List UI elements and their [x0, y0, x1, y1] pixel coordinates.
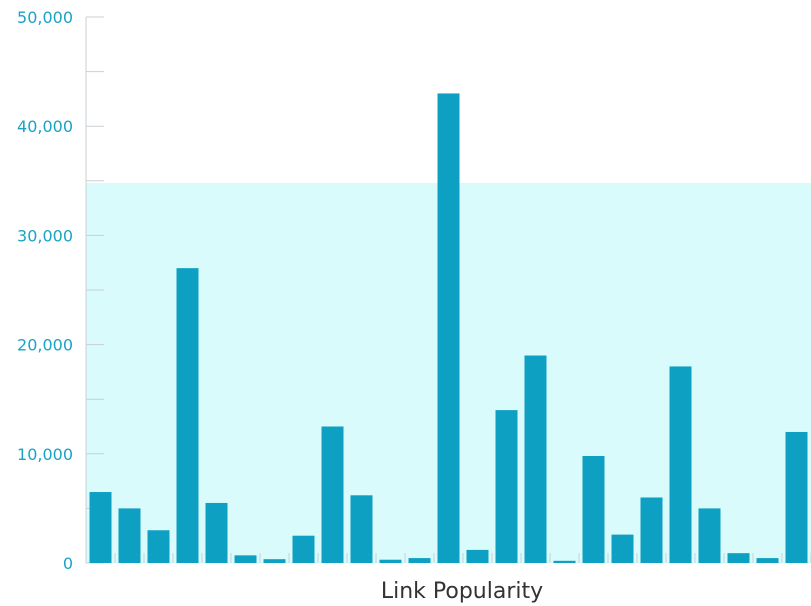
y-tick-label: 40,000: [17, 117, 73, 136]
bars: [89, 93, 808, 563]
bar: [495, 410, 518, 563]
y-tick-label: 0: [63, 554, 73, 573]
bar: [89, 492, 112, 563]
x-ticks: [114, 553, 811, 563]
bar: [437, 93, 460, 563]
bar: [698, 508, 721, 563]
x-axis-title: Link Popularity: [381, 579, 543, 604]
y-tick-label: 10,000: [17, 445, 73, 464]
bar: [727, 553, 750, 563]
bar: [640, 497, 663, 563]
y-tick-label: 30,000: [17, 226, 73, 245]
bar: [785, 431, 808, 563]
bar: [611, 534, 634, 563]
bar: [118, 508, 141, 563]
bar: [147, 530, 170, 563]
y-tick-label: 50,000: [17, 8, 73, 27]
bar: [234, 555, 257, 563]
bar: [263, 559, 286, 563]
bar: [176, 268, 199, 563]
bar: [350, 495, 373, 563]
bar: [321, 426, 344, 563]
bar: [205, 502, 228, 563]
bar: [379, 559, 402, 563]
bar: [582, 455, 605, 563]
bar: [466, 549, 489, 563]
bar: [408, 558, 431, 563]
bar: [292, 535, 315, 563]
y-tick-label: 20,000: [17, 336, 73, 355]
bar: [669, 366, 692, 563]
bar: [524, 355, 547, 563]
y-ticks: 0 10,000 20,000 30,000 40,000 50,000: [17, 8, 104, 573]
bar: [756, 558, 779, 563]
bar: [553, 560, 576, 563]
